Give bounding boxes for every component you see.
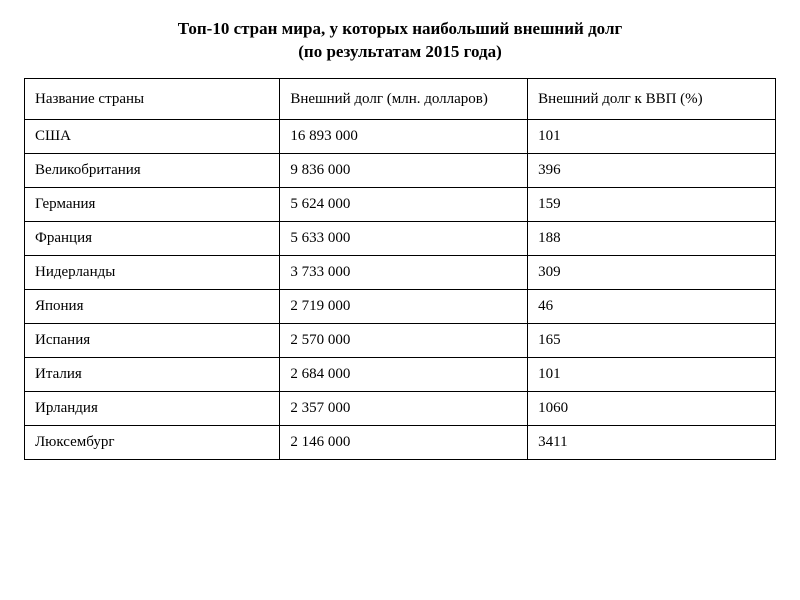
col-header-debt: Внешний долг (млн. долларов) [280,78,528,119]
table-body: США 16 893 000 101 Великобритания 9 836 … [25,119,776,459]
cell-debt: 5 633 000 [280,221,528,255]
cell-gdp: 309 [528,255,776,289]
col-header-country: Название страны [25,78,280,119]
table-row: Испания 2 570 000 165 [25,323,776,357]
cell-gdp: 46 [528,289,776,323]
table-row: Великобритания 9 836 000 396 [25,153,776,187]
title-line-2: (по результатам 2015 года) [24,41,776,64]
cell-country: Япония [25,289,280,323]
table-row: Япония 2 719 000 46 [25,289,776,323]
cell-country: Великобритания [25,153,280,187]
table-row: Франция 5 633 000 188 [25,221,776,255]
cell-debt: 9 836 000 [280,153,528,187]
debt-table: Название страны Внешний долг (млн. долла… [24,78,776,460]
cell-debt: 5 624 000 [280,187,528,221]
cell-debt: 2 570 000 [280,323,528,357]
cell-debt: 3 733 000 [280,255,528,289]
cell-country: Германия [25,187,280,221]
cell-gdp: 101 [528,357,776,391]
cell-gdp: 188 [528,221,776,255]
table-row: Ирландия 2 357 000 1060 [25,391,776,425]
title-line-1: Топ-10 стран мира, у которых наибольший … [24,18,776,41]
cell-country: Испания [25,323,280,357]
table-header-row: Название страны Внешний долг (млн. долла… [25,78,776,119]
table-row: Нидерланды 3 733 000 309 [25,255,776,289]
cell-country: Франция [25,221,280,255]
cell-country: Люксембург [25,425,280,459]
cell-gdp: 159 [528,187,776,221]
page-title: Топ-10 стран мира, у которых наибольший … [24,18,776,64]
cell-gdp: 396 [528,153,776,187]
cell-gdp: 1060 [528,391,776,425]
cell-debt: 2 146 000 [280,425,528,459]
table-row: США 16 893 000 101 [25,119,776,153]
cell-debt: 16 893 000 [280,119,528,153]
cell-debt: 2 719 000 [280,289,528,323]
cell-debt: 2 684 000 [280,357,528,391]
table-row: Люксембург 2 146 000 3411 [25,425,776,459]
col-header-gdp: Внешний долг к ВВП (%) [528,78,776,119]
cell-gdp: 3411 [528,425,776,459]
cell-debt: 2 357 000 [280,391,528,425]
cell-country: Ирландия [25,391,280,425]
cell-country: Нидерланды [25,255,280,289]
cell-country: США [25,119,280,153]
cell-gdp: 101 [528,119,776,153]
table-row: Италия 2 684 000 101 [25,357,776,391]
cell-gdp: 165 [528,323,776,357]
cell-country: Италия [25,357,280,391]
table-row: Германия 5 624 000 159 [25,187,776,221]
